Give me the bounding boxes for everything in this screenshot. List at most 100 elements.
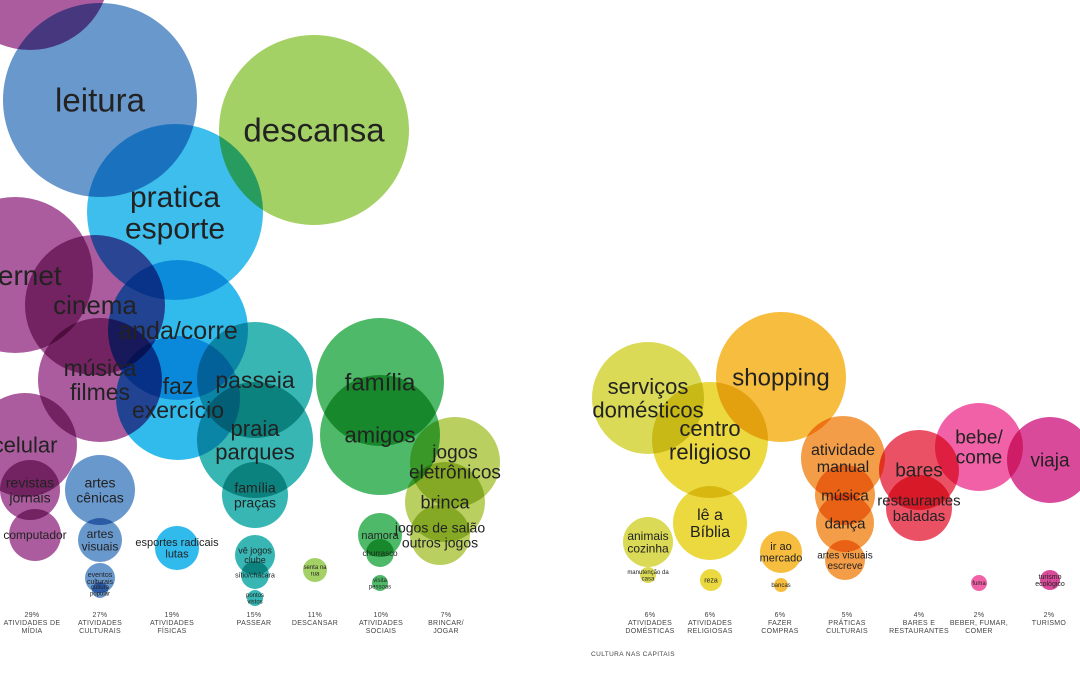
bubble-domesticas-1 <box>623 517 673 567</box>
bubble-label-midia-2: música filmes <box>64 355 137 405</box>
bubble-compras-2 <box>774 578 788 592</box>
bubble-passear-1 <box>197 382 313 498</box>
bubble-label-religiosas-2: reza <box>704 577 718 584</box>
bubble-label-passear-3: vê jogos clube <box>238 545 272 564</box>
bubble-label-bares-0: bares <box>895 461 943 482</box>
caption-midia: 29% ATIVIDADES DE MÍDIA <box>4 612 61 635</box>
caption-bares: 4% BARES E RESTAURANTES <box>889 612 949 635</box>
bubble-label-midia-5: computador <box>3 528 66 542</box>
bubble-label-fisicas-0: pratica esporte <box>125 181 225 246</box>
bubble-culturais-4 <box>92 582 108 598</box>
bubble-label-fisicas-2: faz exercício <box>132 373 224 423</box>
bubble-praticas-2 <box>816 494 874 552</box>
bubble-religiosas-2 <box>700 569 722 591</box>
bubble-fisicas-3 <box>155 526 199 570</box>
bubble-sociais-3 <box>366 539 394 567</box>
bubble-label-praticas-3: artes visuais escreve <box>817 550 873 572</box>
bubble-label-culturais-3: eventos culturais <box>87 572 114 586</box>
bubble-passear-6 <box>247 590 263 606</box>
caption-descansar: 11% DESCANSAR <box>292 612 338 627</box>
bubble-label-passear-1: praia parques <box>215 416 295 464</box>
bubble-label-sociais-1: amigos <box>345 423 416 448</box>
bubble-sociais-4 <box>372 575 388 591</box>
caption-religiosas: 6% ATIVIDADES RELIGIOSAS <box>687 612 732 635</box>
caption-fisicas: 19% ATIVIDADES FÍSICAS <box>150 612 194 635</box>
bubble-descansar-0 <box>219 35 409 225</box>
bubble-passear-3 <box>235 535 275 575</box>
bubble-praticas-3 <box>825 540 865 580</box>
bubble-label-passear-4: sítio/chácara <box>235 572 275 579</box>
bubble-beber-0 <box>935 403 1023 491</box>
bubble-label-culturais-2: artes visuais <box>82 527 119 554</box>
bubble-label-religiosas-0: centro religioso <box>669 416 751 464</box>
caption-turismo: 2% TURISMO <box>1032 612 1067 627</box>
bubble-midia-5 <box>9 509 61 561</box>
bubble-passear-2 <box>222 462 288 528</box>
bubble-culturais-1 <box>65 455 135 525</box>
bubble-descansar-1 <box>303 558 327 582</box>
bubble-label-sociais-3: churrasco <box>362 549 398 558</box>
bubble-label-praticas-2: dança <box>825 515 867 532</box>
bubble-label-compras-0: shopping <box>732 364 829 391</box>
bubble-label-brincar-2: jogos de salão outros jogos <box>394 520 486 551</box>
bubble-label-sociais-2: namora <box>361 530 399 542</box>
bubble-label-praticas-0: atividade manual <box>811 442 875 476</box>
bubble-label-beber-0: bebe/come <box>955 428 1003 469</box>
bubble-label-compras-2: bancas <box>771 583 790 589</box>
bubble-label-compras-1: ir ao mercado <box>760 541 803 565</box>
bubble-label-turismo-1: turismo ecológico <box>1035 574 1065 588</box>
bubble-label-midia-4: revistas jornais <box>6 475 54 506</box>
bubble-beber-1 <box>971 575 987 591</box>
bubble-label-sociais-0: família <box>345 369 416 396</box>
bubble-label-praticas-1: música <box>821 487 869 504</box>
bubble-label-religiosas-1: lê a Bíblia <box>690 507 730 541</box>
bubble-label-domesticas-1: animais cozinha <box>627 529 669 556</box>
bubble-label-fisicas-3: esportes radicais lutas <box>135 537 219 561</box>
bubble-label-domesticas-3: manutenção da casa <box>627 570 669 582</box>
bubble-passear-4 <box>241 561 269 589</box>
bubble-label-culturais-1: artes cênicas <box>76 475 123 506</box>
caption-compras: 6% FAZER COMPRAS <box>761 612 799 635</box>
bubble-label-beber-1: fuma <box>972 581 986 587</box>
caption-domesticas: 6% ATIVIDADES DOMÉSTICAS <box>625 612 674 635</box>
bubble-label-midia-0: internet <box>0 260 62 291</box>
chart-footer: CULTURA NAS CAPITAIS <box>591 651 675 658</box>
bubble-label-bares-1: restaurantes baladas <box>877 492 960 525</box>
bubble-label-descansar-0: descansa <box>243 112 385 149</box>
bubble-label-passear-6: pontos vistos <box>246 593 264 605</box>
bubble-brincar-2 <box>410 505 470 565</box>
caption-sociais: 10% ATIVIDADES SOCIAIS <box>359 612 403 635</box>
caption-beber: 2% BEBER, FUMAR, COMER <box>950 612 1008 635</box>
bubble-midia-4 <box>0 460 60 520</box>
bubble-sociais-1 <box>320 375 440 495</box>
bubble-label-culturais-0: leitura <box>55 82 146 119</box>
bubble-domesticas-3 <box>640 567 656 583</box>
caption-praticas: 5% PRÁTICAS CULTURAIS <box>826 612 868 635</box>
bubble-label-culturais-4: cultura popular <box>90 585 110 597</box>
bubble-turismo-0 <box>1007 417 1080 503</box>
bubble-label-midia-1: cinema <box>53 290 137 320</box>
bubble-label-fisicas-1: anda/corre <box>118 317 238 345</box>
bubble-compras-1 <box>760 531 802 573</box>
bubble-religiosas-1 <box>673 486 747 560</box>
caption-brincar: 7% BRINCAR/JOGAR <box>428 612 464 635</box>
bubble-culturais-2 <box>78 518 122 562</box>
bubble-bares-1 <box>886 475 952 541</box>
bubble-label-brincar-0: jogos eletrônicos <box>409 443 501 484</box>
caption-culturais: 27% ATIVIDADES CULTURAIS <box>78 612 122 635</box>
bubble-culturais-3 <box>85 563 115 593</box>
bubble-label-domesticas-0: serviços domésticos <box>592 374 703 422</box>
bubble-label-midia-3: celular <box>0 433 57 458</box>
bubble-label-descansar-1: senta na rua <box>303 565 327 577</box>
captions-layer: 29% ATIVIDADES DE MÍDIA 27% ATIVIDADES CULTUR… <box>4 612 1067 635</box>
bubble-compras-0 <box>716 312 846 442</box>
bubble-turismo-1 <box>1040 570 1060 590</box>
caption-passear: 15% PASSEAR <box>237 612 272 627</box>
bubble-label-passear-0: passeia <box>215 367 294 393</box>
bubble-label-turismo-0: viaja <box>1030 451 1070 472</box>
bubble-label-brincar-1: brinca <box>420 492 470 512</box>
bubble-label-sociais-4: visita pessoas <box>369 578 391 590</box>
bubble-label-passear-2: família praças <box>234 480 276 511</box>
